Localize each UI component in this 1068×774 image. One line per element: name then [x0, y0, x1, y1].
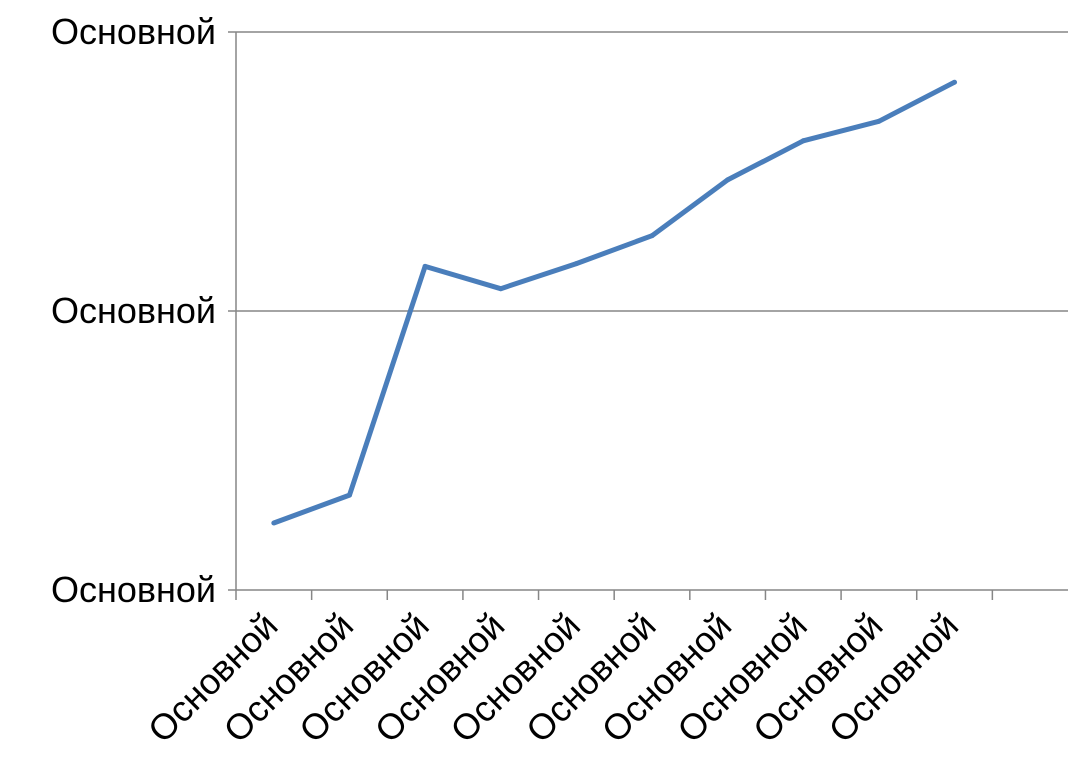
data-point [346, 492, 352, 498]
series-layer [271, 79, 958, 526]
y-tick-label: Основной [51, 11, 216, 52]
x-tick-labels: ОсновнойОсновнойОсновнойОсновнойОсновной… [140, 605, 966, 751]
data-point [422, 263, 428, 269]
data-point [800, 138, 806, 144]
data-point [725, 177, 731, 183]
data-point [876, 118, 882, 124]
y-tick-labels: Основной Основной Основной [51, 11, 216, 610]
gridlines [236, 31, 1068, 312]
data-point [498, 286, 504, 292]
series-line [272, 79, 956, 526]
axes [228, 31, 1068, 600]
data-point [649, 233, 655, 239]
data-point [952, 79, 958, 85]
y-tick-label: Основной [51, 569, 216, 610]
y-tick-label: Основной [51, 290, 216, 331]
data-point [271, 520, 277, 526]
data-point [573, 261, 579, 267]
